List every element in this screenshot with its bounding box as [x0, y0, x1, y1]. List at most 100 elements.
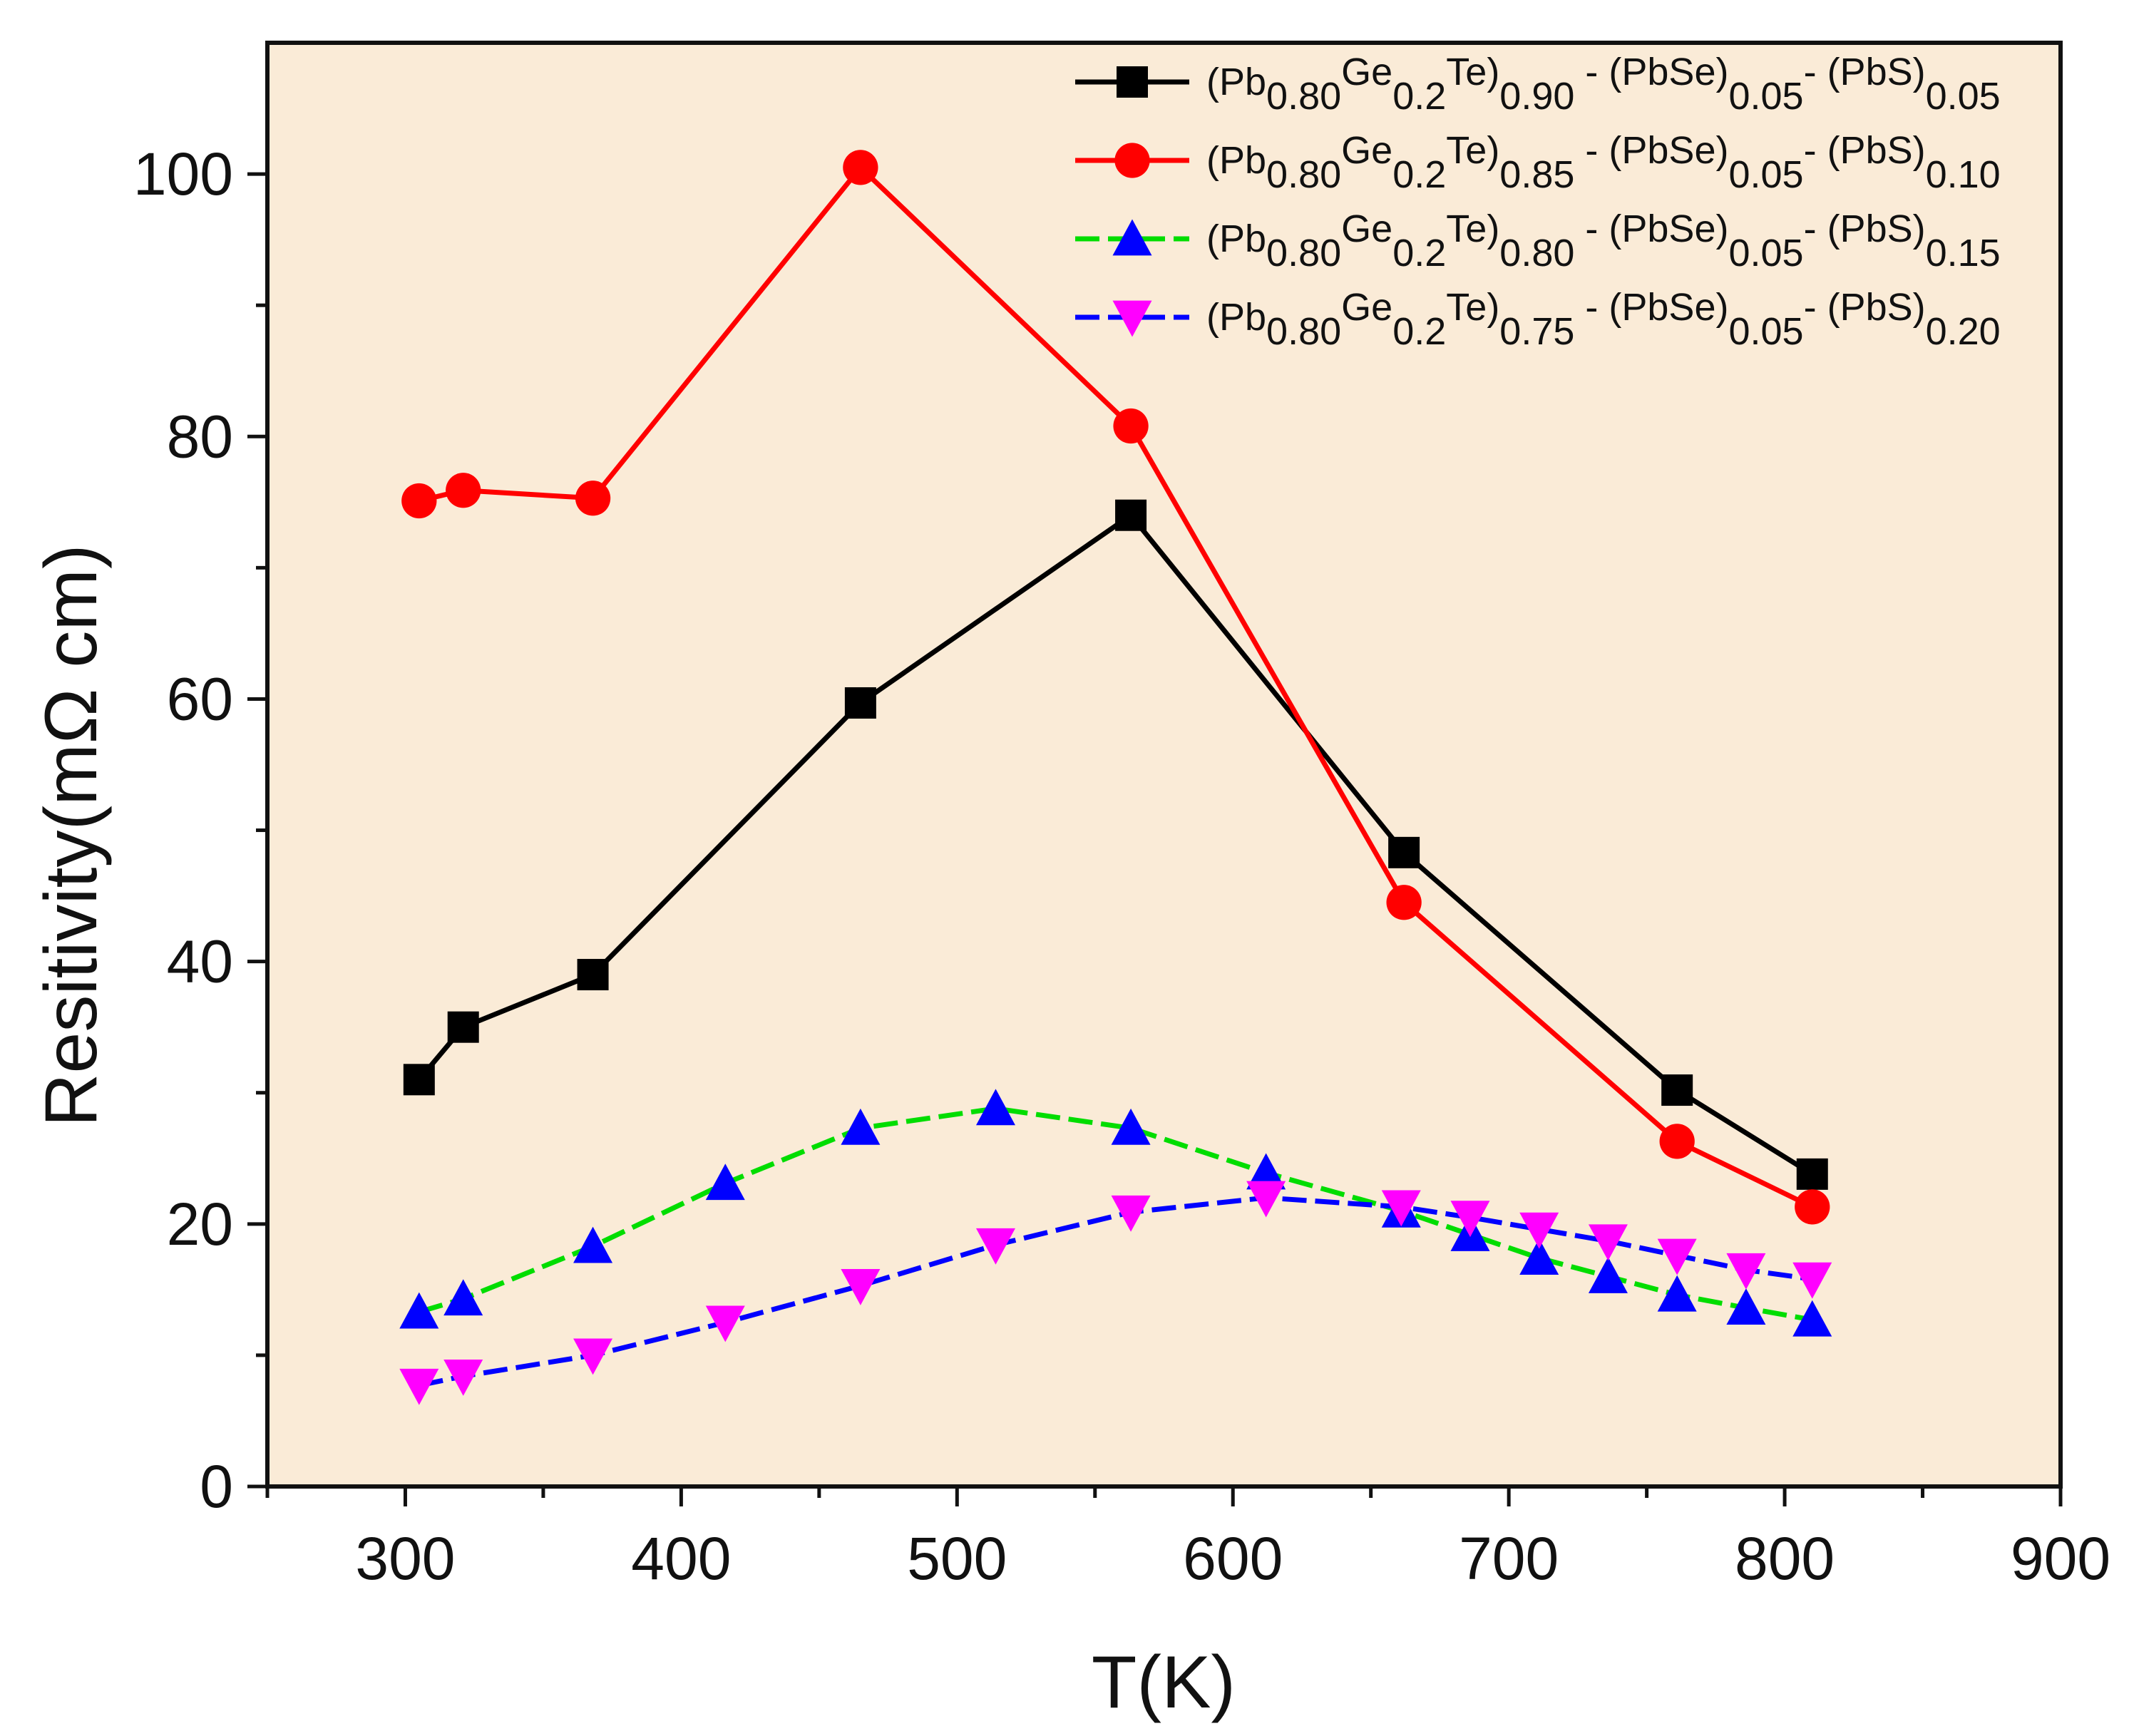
data-point: [843, 150, 878, 185]
legend-label-part: 0.20: [1926, 310, 2001, 353]
legend-label-part: Ge: [1341, 51, 1392, 93]
data-point: [1588, 1256, 1628, 1293]
legend-label-part: 0.80: [1499, 232, 1574, 274]
data-point: [573, 1226, 613, 1263]
x-tick-label: 400: [631, 1525, 731, 1592]
data-point: [1792, 1262, 1832, 1299]
legend-label-part: - (PbSe): [1574, 129, 1728, 172]
legend-label-part: (Pb: [1206, 296, 1266, 339]
legend-label-part: (Pb: [1206, 217, 1266, 260]
data-point: [443, 1359, 483, 1396]
y-tick-label: 20: [167, 1191, 233, 1258]
legend-label-part: 0.15: [1926, 232, 2001, 274]
series-line: [418, 165, 1814, 1210]
plot-frame: [265, 41, 2063, 1489]
x-tick-label: 500: [907, 1525, 1007, 1592]
y-tick-label: 0: [200, 1453, 233, 1520]
legend-label-part: 0.80: [1266, 310, 1341, 353]
data-point: [1111, 1195, 1151, 1232]
legend-label-part: Te): [1446, 129, 1499, 172]
legend-label: (Pb0.80Ge0.2Te)0.75 - (PbSe)0.05- (PbS)0…: [1206, 286, 2001, 353]
data-point: [1657, 1275, 1697, 1312]
data-point: [841, 1268, 881, 1305]
legend-swatch-marker: [1117, 66, 1148, 98]
legend-label-part: 0.75: [1499, 310, 1574, 353]
data-point: [1111, 1108, 1151, 1145]
legend: (Pb0.80Ge0.2Te)0.90 - (PbSe)0.05- (PbS)0…: [1075, 51, 2001, 353]
data-point: [1588, 1224, 1628, 1261]
x-tick-label: 900: [2011, 1525, 2110, 1592]
series-2: [401, 150, 1830, 1225]
data-point: [1388, 836, 1420, 868]
data-point: [577, 959, 609, 991]
legend-label-part: 0.05: [1728, 153, 1803, 196]
series-3: [399, 1089, 1832, 1337]
data-point: [447, 1011, 479, 1043]
data-point: [975, 1089, 1015, 1126]
series-layer: [399, 150, 1832, 1405]
y-tick-label: 100: [133, 140, 233, 207]
data-point: [1795, 1189, 1830, 1225]
legend-label-part: 0.80: [1266, 75, 1341, 118]
data-point: [841, 1108, 881, 1145]
legend-label-part: 0.05: [1926, 75, 2001, 118]
legend-label-part: 0.2: [1392, 153, 1446, 196]
legend-entry-3: (Pb0.80Ge0.2Te)0.80 - (PbSe)0.05- (PbS)0…: [1075, 207, 2001, 274]
data-point: [705, 1305, 745, 1342]
legend-label-part: Te): [1446, 51, 1499, 93]
data-point: [399, 1292, 439, 1329]
legend-swatch-marker: [1114, 143, 1150, 178]
legend-label: (Pb0.80Ge0.2Te)0.80 - (PbSe)0.05- (PbS)0…: [1206, 207, 2001, 274]
legend-label-part: Ge: [1341, 286, 1392, 329]
legend-label-part: - (PbS): [1804, 129, 1926, 172]
data-point: [844, 687, 876, 719]
legend-label: (Pb0.80Ge0.2Te)0.90 - (PbSe)0.05- (PbS)0…: [1206, 51, 2001, 118]
legend-label-part: 0.80: [1266, 153, 1341, 196]
data-point: [1246, 1153, 1286, 1190]
data-point: [1519, 1212, 1559, 1249]
x-axis: 300 400 500 600 700 800 900: [265, 1486, 2110, 1592]
legend-label-part: 0.80: [1266, 232, 1341, 274]
legend-label-part: Ge: [1341, 129, 1392, 172]
data-point: [1726, 1288, 1766, 1325]
legend-label-part: - (PbS): [1804, 207, 1926, 250]
legend-label-part: 0.2: [1392, 75, 1446, 118]
data-point: [1661, 1074, 1693, 1106]
legend-label-part: Te): [1446, 207, 1499, 250]
legend-entry-2: (Pb0.80Ge0.2Te)0.85 - (PbSe)0.05- (PbS)0…: [1075, 129, 2001, 196]
legend-label-part: Ge: [1341, 207, 1392, 250]
data-point: [1113, 408, 1149, 444]
legend-label-part: - (PbS): [1804, 51, 1926, 93]
legend-label-part: 0.10: [1926, 153, 2001, 196]
data-point: [575, 481, 611, 516]
data-point: [1726, 1253, 1766, 1290]
x-tick-label: 300: [355, 1525, 455, 1592]
legend-entry-4: (Pb0.80Ge0.2Te)0.75 - (PbSe)0.05- (PbS)0…: [1075, 286, 2001, 353]
series-line: [417, 513, 1814, 1176]
y-tick-label: 60: [167, 665, 233, 732]
plot-area: [267, 43, 2061, 1486]
data-point: [1519, 1238, 1559, 1275]
legend-entry-1: (Pb0.80Ge0.2Te)0.90 - (PbSe)0.05- (PbS)0…: [1075, 51, 2001, 118]
y-tick-label: 80: [167, 403, 233, 470]
data-point: [1659, 1124, 1695, 1159]
data-point: [705, 1164, 745, 1201]
data-point: [1115, 499, 1147, 531]
legend-label-part: 0.90: [1499, 75, 1574, 118]
legend-label-part: - (PbS): [1804, 286, 1926, 329]
data-point: [446, 473, 481, 508]
legend-label: (Pb0.80Ge0.2Te)0.85 - (PbSe)0.05- (PbS)0…: [1206, 129, 2001, 196]
data-point: [399, 1368, 439, 1405]
legend-label-part: - (PbSe): [1574, 286, 1728, 329]
y-tick-label: 40: [167, 928, 233, 995]
data-point: [1381, 1190, 1421, 1227]
data-point: [1386, 885, 1422, 920]
legend-label-part: - (PbSe): [1574, 207, 1728, 250]
legend-label-part: 0.05: [1728, 310, 1803, 353]
legend-label-part: (Pb: [1206, 61, 1266, 103]
x-axis-title: T(K): [1092, 1641, 1236, 1724]
y-axis-title: Resitivity(mΩ cm): [30, 544, 113, 1126]
legend-label-part: 0.2: [1392, 310, 1446, 353]
